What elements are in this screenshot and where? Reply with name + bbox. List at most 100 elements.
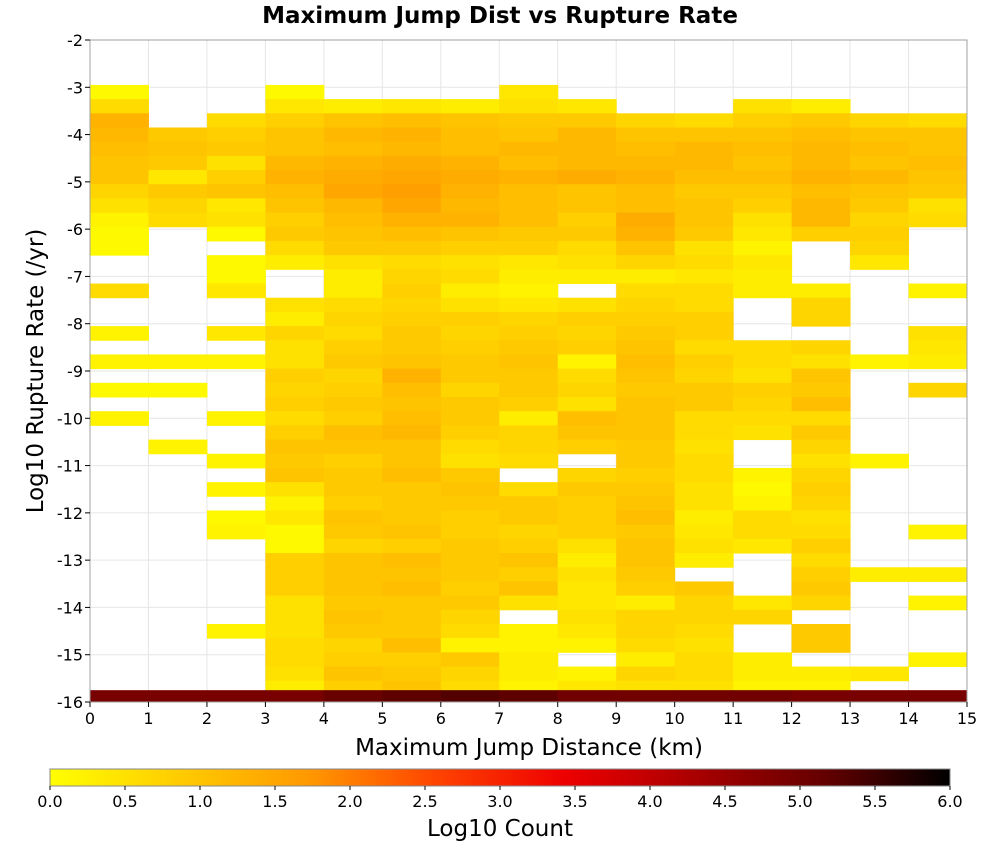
heatmap-cell [499, 255, 559, 270]
heatmap-cell [557, 170, 617, 185]
heatmap-cell [440, 184, 500, 199]
x-tick-label: 5 [377, 709, 387, 728]
heatmap-cell [557, 623, 617, 639]
heatmap-cell [791, 425, 851, 441]
heatmap-cell [616, 553, 676, 568]
heatmap-cell [90, 127, 149, 143]
heatmap-cell [850, 127, 910, 143]
heatmap-cell [733, 170, 793, 185]
heatmap-cell [850, 226, 910, 242]
heatmap-cell [206, 326, 266, 341]
heatmap-cell [616, 155, 676, 171]
heatmap-cell [791, 690, 851, 702]
heatmap-cell [674, 538, 734, 554]
heatmap-cell [557, 226, 617, 242]
heatmap-cell [440, 212, 500, 228]
x-tick-label: 15 [957, 709, 977, 728]
x-tick-label: 11 [723, 709, 743, 728]
heatmap-cell [499, 623, 559, 639]
y-axis-ticks: -2 -3 -4 -5 -6 -7 -8 -9 -10 -11 -12 -13 -14 -15 -16 [57, 31, 90, 712]
heatmap-cell [674, 638, 734, 653]
x-tick-label: 0 [85, 709, 95, 728]
heatmap-cell [733, 411, 793, 426]
heatmap-cell [616, 311, 676, 327]
heatmap-cell [265, 84, 325, 100]
heatmap-cell [499, 595, 559, 611]
heatmap-cell [557, 184, 617, 199]
heatmap-cell [674, 127, 734, 143]
x-tick-label: 2 [202, 709, 212, 728]
heatmap-cell [499, 482, 559, 497]
heatmap-cell [206, 255, 266, 270]
heatmap-cell [440, 113, 500, 128]
heatmap-cell [148, 354, 208, 370]
heatmap-cell [499, 411, 559, 426]
heatmap-cell [733, 397, 793, 412]
heatmap-cell [90, 283, 149, 299]
heatmap-cell [733, 340, 793, 355]
heatmap-cell [674, 283, 734, 299]
heatmap-cell [440, 99, 500, 114]
heatmap-cell [733, 141, 793, 157]
heatmap-cell [674, 255, 734, 270]
heatmap-cell [674, 240, 734, 256]
heatmap-cell [265, 397, 325, 412]
heatmap-cell [323, 368, 383, 384]
heatmap-cell [850, 212, 910, 228]
heatmap-cell [557, 538, 617, 554]
heatmap-cell [908, 170, 968, 185]
heatmap-cell [265, 690, 325, 702]
heatmap-cell [382, 666, 442, 682]
heatmap-cell [733, 255, 793, 270]
heatmap-cell [148, 155, 208, 171]
heatmap-cell [674, 354, 734, 370]
heatmap-cell [557, 411, 617, 426]
heatmap-cell [148, 127, 208, 143]
y-tick-label: -12 [57, 504, 83, 523]
heatmap-cell [557, 311, 617, 327]
heatmap-cell [557, 595, 617, 611]
heatmap-cell [674, 226, 734, 242]
heatmap-cell [791, 666, 851, 682]
heatmap-cell [382, 155, 442, 171]
heatmap-cell [206, 411, 266, 426]
heatmap-cell [440, 226, 500, 242]
heatmap-cell [206, 170, 266, 185]
heatmap-cell [499, 240, 559, 256]
heatmap-cell [382, 283, 442, 299]
heatmap-cell [323, 198, 383, 214]
heatmap-cell [499, 311, 559, 327]
heatmap-cell [557, 141, 617, 157]
heatmap-cell [265, 113, 325, 128]
heatmap-cell [148, 141, 208, 157]
heatmap-cell [382, 538, 442, 554]
heatmap-cell [557, 99, 617, 114]
heatmap-cell [674, 553, 734, 568]
heatmap-cell [557, 297, 617, 313]
colorbar-tick-label: 5.0 [787, 792, 812, 811]
heatmap-cell [206, 690, 266, 702]
heatmap-cell [674, 482, 734, 497]
colorbar-tick-label: 4.0 [637, 792, 662, 811]
heatmap-cell [908, 155, 968, 171]
heatmap-cell [382, 184, 442, 199]
heatmap-cell [733, 595, 793, 611]
heatmap-cell [557, 482, 617, 497]
heatmap-cell [616, 510, 676, 526]
heatmap-cell [499, 453, 559, 469]
heatmap-cell [791, 439, 851, 455]
heatmap-cell [265, 212, 325, 228]
heatmap-cell [499, 141, 559, 157]
colorbar-tick-label: 1.5 [262, 792, 287, 811]
y-tick-label: -16 [57, 693, 83, 712]
heatmap-cell [323, 340, 383, 355]
heatmap-cell [791, 623, 851, 639]
heatmap-cell [674, 510, 734, 526]
heatmap-cell [440, 567, 500, 582]
heatmap-cell [557, 326, 617, 341]
heatmap-cell [674, 141, 734, 157]
heatmap-cell [323, 482, 383, 497]
heatmap-cell [557, 382, 617, 398]
heatmap-cell [499, 297, 559, 313]
heatmap-cell [323, 690, 383, 702]
